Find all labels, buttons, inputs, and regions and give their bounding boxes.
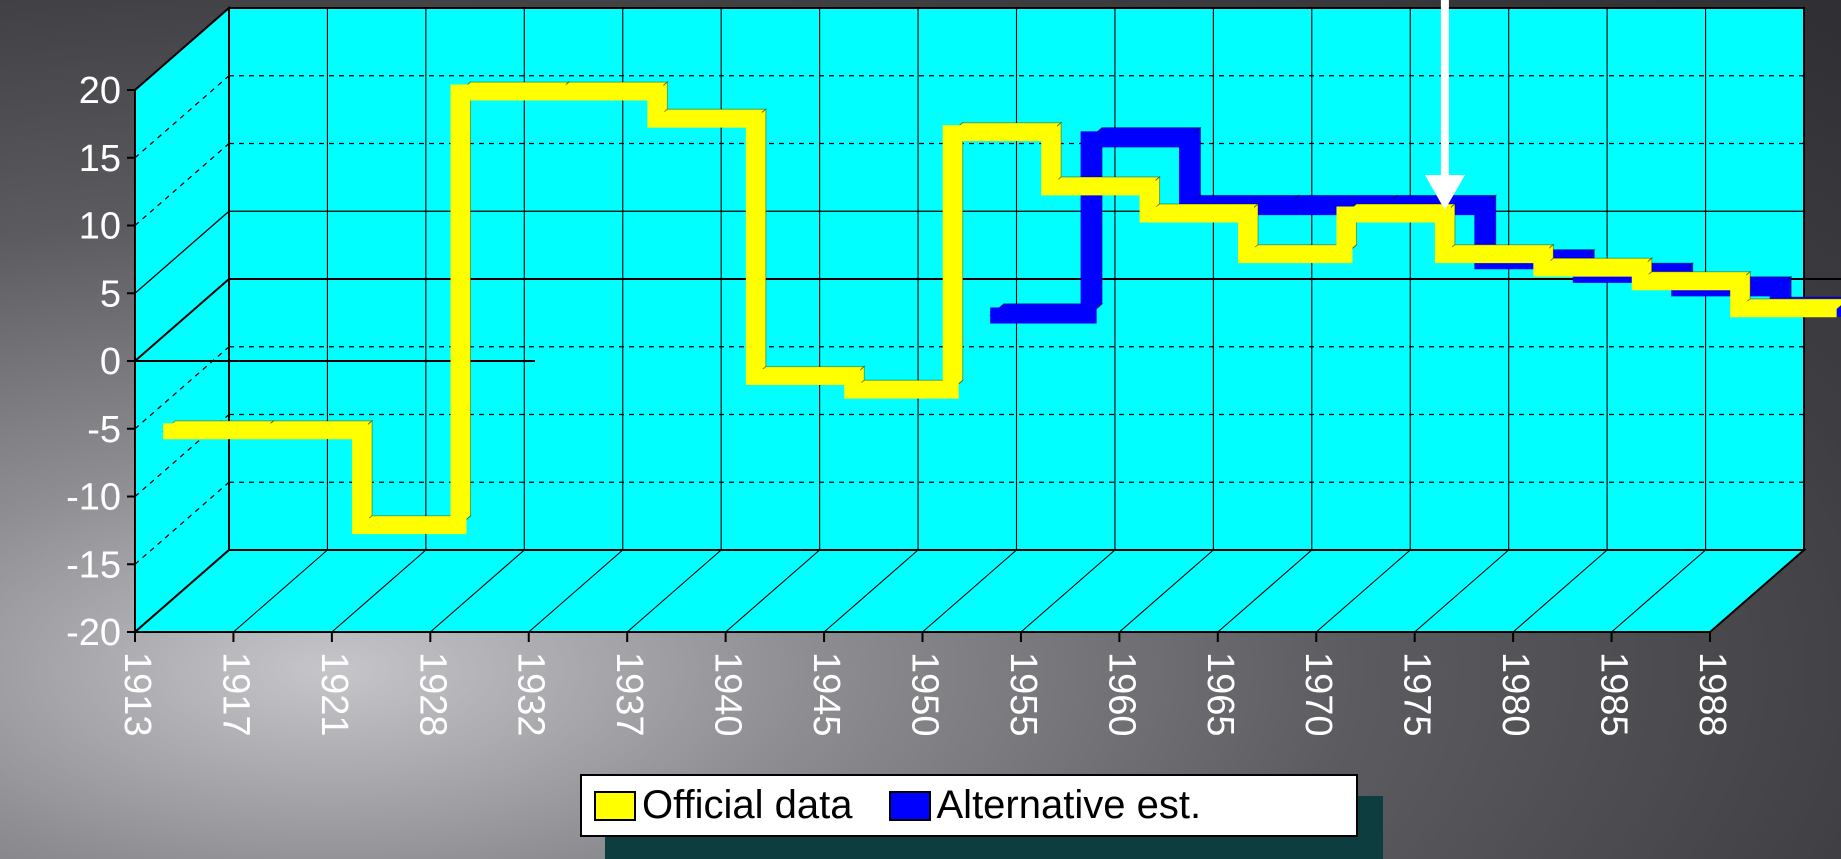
side-gridline-1 [134,75,230,159]
legend-swatch-alternative [888,790,931,821]
floor-line-13 [1414,549,1510,633]
ytick-label-5: -5 [87,409,121,451]
xtick-label-5: 1937 [608,652,650,737]
annotation-arrow-head-0 [1424,175,1465,210]
xtick-label-10: 1960 [1100,652,1142,737]
floor-line-16 [1709,549,1805,633]
side-gridline-3 [134,210,230,294]
xtick-label-6: 1940 [707,652,749,737]
legend-label-official: Official data [642,783,853,827]
x-tick-labels: 1913 1917 1921 1928 1932 1937 1940 1945 1950 1955… [116,652,1733,737]
zero-line-side [134,278,230,362]
xtick-label-15: 1985 [1593,652,1635,737]
xtick-label-14: 1980 [1494,652,1536,737]
xtick-label-4: 1932 [510,652,552,737]
xtick-label-11: 1965 [1199,652,1241,737]
series-layer [161,81,1841,535]
floor-line-5 [626,549,722,633]
ytick-label-1: 15 [79,138,121,180]
side-gridline-2 [134,143,230,226]
ytick-label-7: -15 [66,544,121,586]
legend-label-alternative: Alternative est. [936,783,1202,827]
legend-swatch-official [594,790,636,821]
floor-line-12 [1315,549,1411,633]
floor-line-4 [528,549,624,633]
floor-line-1 [233,549,328,633]
legend-item-alternative: Alternative est. [888,783,1202,828]
legend: Official data Alternative est. [580,774,1358,837]
xtick-label-8: 1950 [903,652,945,737]
ytick-label-3: 5 [100,273,121,315]
y-tick-labels: 20 15 10 5 0 -5 -10 -15 -20 [66,70,121,654]
floor-line-7 [823,549,919,633]
ytick-label-8: -20 [66,612,121,654]
floor-line-9 [1020,549,1116,633]
side-gridline-0 [134,7,230,91]
plot-walls [132,5,1807,635]
xtick-label-16: 1988 [1691,652,1733,737]
xtick-label-9: 1955 [1002,652,1044,737]
floor-line-0 [134,549,230,633]
xtick-label-12: 1970 [1297,652,1339,737]
floor-line-2 [331,549,427,633]
annotations [1424,0,1465,210]
ytick-label-2: 10 [79,206,121,248]
xtick-label-0: 1913 [116,652,158,737]
legend-item-official: Official data [594,783,853,828]
series-0-line [163,84,1837,535]
floor-line-3 [429,549,525,633]
ytick-label-0: 20 [79,70,121,112]
floor-line-11 [1217,549,1313,633]
floor-line-15 [1611,549,1706,633]
xtick-label-2: 1921 [313,652,355,737]
xtick-label-7: 1945 [805,652,847,737]
floor-line-14 [1512,549,1608,633]
ytick-label-6: -10 [66,477,121,519]
grid-lines [127,7,1841,642]
floor-line-6 [725,549,820,633]
xtick-label-13: 1975 [1396,652,1438,737]
xtick-label-1: 1917 [214,652,256,737]
ytick-label-4: 0 [100,341,121,383]
xtick-label-3: 1928 [411,652,453,737]
side-gridline-7 [134,481,230,565]
floor-line-8 [922,549,1017,633]
series-0 [161,81,1841,535]
floor-line-10 [1119,549,1214,633]
